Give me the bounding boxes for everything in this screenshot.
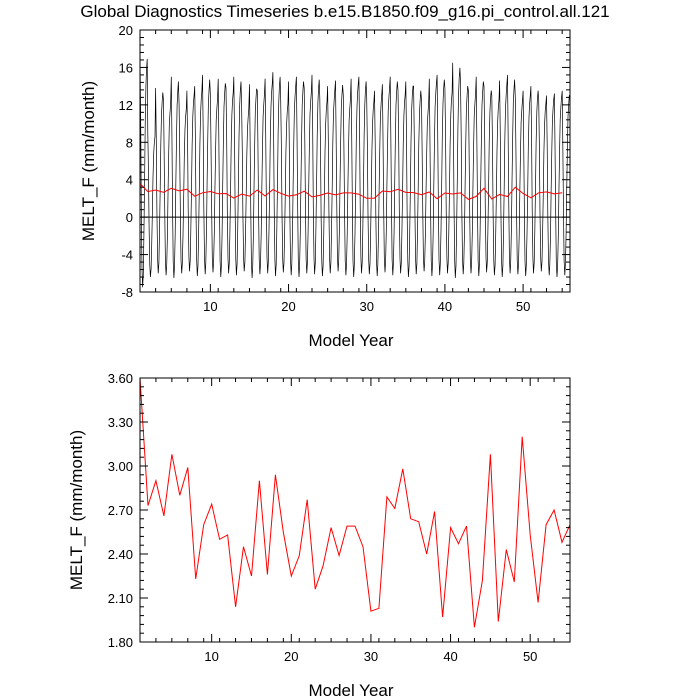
top-xtick-label: 40 xyxy=(438,299,452,314)
bottom-xtick-label: 50 xyxy=(523,649,537,664)
annual-mean-series xyxy=(139,183,563,200)
top-chart-panel: 10 20 30 40 50 -8 -4 0 4 8 12 16 20 Model Year MELT_… xyxy=(79,23,571,350)
chart-title: Global Diagnostics Timeseries b.e15.B185… xyxy=(80,2,609,21)
top-xtick-label: 10 xyxy=(203,299,217,314)
top-ytick-label: 16 xyxy=(119,60,133,75)
bottom-ytick-label: 1.80 xyxy=(108,635,133,650)
top-ytick-label: 12 xyxy=(119,98,133,113)
annual-mean-series-zoomed xyxy=(139,377,571,628)
bottom-xtick-label: 30 xyxy=(364,649,378,664)
bottom-chart-axes: 10 20 30 40 50 1.80 2.10 2.40 2.70 3.00 3.30 3.60 xyxy=(108,371,571,664)
monthly-line xyxy=(139,53,570,288)
top-chart-xlabel: Model Year xyxy=(308,331,393,350)
monthly-series xyxy=(139,53,570,288)
bottom-xtick-label: 10 xyxy=(204,649,218,664)
top-chart-ylabel: MELT_F (mm/month) xyxy=(79,81,98,241)
top-ytick-label: -8 xyxy=(121,285,133,300)
top-ytick-label: -4 xyxy=(121,248,133,263)
top-ytick-label: 4 xyxy=(126,173,133,188)
top-chart-axes: 10 20 30 40 50 -8 -4 0 4 8 12 16 20 xyxy=(119,23,571,314)
top-xtick-label: 30 xyxy=(359,299,373,314)
top-xtick-label: 20 xyxy=(281,299,295,314)
top-plot-frame xyxy=(139,29,571,293)
bottom-chart-xlabel: Model Year xyxy=(308,681,393,700)
top-xtick-label: 50 xyxy=(516,299,530,314)
annual-mean-line-zoomed xyxy=(139,377,571,628)
bottom-ytick-label: 3.30 xyxy=(108,415,133,430)
bottom-plot-frame xyxy=(139,377,571,643)
top-ytick-label: 0 xyxy=(126,210,133,225)
bottom-ytick-label: 3.60 xyxy=(108,371,133,386)
bottom-xtick-label: 40 xyxy=(443,649,457,664)
top-ytick-label: 8 xyxy=(126,135,133,150)
bottom-ytick-label: 3.00 xyxy=(108,459,133,474)
bottom-ytick-label: 2.70 xyxy=(108,503,133,518)
bottom-chart-ylabel: MELT_F (mm/month) xyxy=(67,430,86,590)
annual-mean-line xyxy=(139,183,563,200)
bottom-ytick-label: 2.10 xyxy=(108,591,133,606)
bottom-xtick-label: 20 xyxy=(284,649,298,664)
top-ytick-label: 20 xyxy=(119,23,133,38)
bottom-chart-panel: 10 20 30 40 50 1.80 2.10 2.40 2.70 3.00 3.30 3.60 M… xyxy=(67,371,571,700)
bottom-ytick-label: 2.40 xyxy=(108,547,133,562)
